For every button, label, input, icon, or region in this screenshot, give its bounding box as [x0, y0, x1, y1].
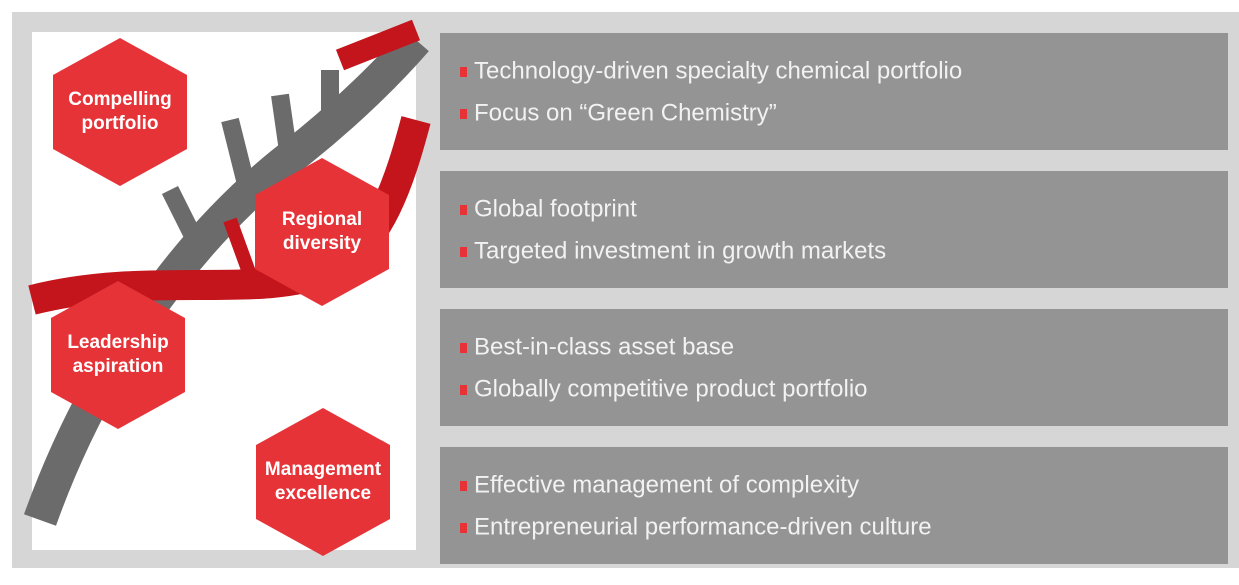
hexagon-label: Management [265, 459, 382, 480]
bullet-text: Effective management of complexity [474, 471, 859, 498]
bullet-text: Focus on “Green Chemistry” [474, 99, 777, 126]
bullet-marker [460, 343, 467, 353]
hexagon-label: excellence [275, 483, 371, 504]
hexagon-label: Leadership [67, 332, 168, 353]
hexagon-label: Regional [282, 209, 362, 230]
bullet-marker [460, 523, 467, 533]
panel [440, 171, 1228, 288]
panel [440, 447, 1228, 564]
bullet-text: Entrepreneurial performance-driven cultu… [474, 513, 932, 540]
bullet-marker [460, 481, 467, 491]
bullet-marker [460, 205, 467, 215]
hexagon [53, 38, 187, 186]
hexagon-label: portfolio [81, 113, 158, 134]
bullet-text: Targeted investment in growth markets [474, 237, 886, 264]
hexagon [256, 408, 390, 556]
bullet-marker [460, 109, 467, 119]
hexagon-label: aspiration [73, 356, 164, 377]
bullet-text: Globally competitive product portfolio [474, 375, 868, 402]
bullet-text: Global footprint [474, 195, 637, 222]
panel [440, 309, 1228, 426]
hexagon [51, 281, 185, 429]
bullet-text: Technology-driven specialty chemical por… [474, 57, 962, 84]
bullet-marker [460, 385, 467, 395]
panel [440, 33, 1228, 150]
bullet-marker [460, 67, 467, 77]
hexagon-label: diversity [283, 233, 362, 254]
hexagon-label: Compelling [68, 89, 171, 110]
bullet-text: Best-in-class asset base [474, 333, 734, 360]
hexagon [255, 158, 389, 306]
bullet-marker [460, 247, 467, 257]
